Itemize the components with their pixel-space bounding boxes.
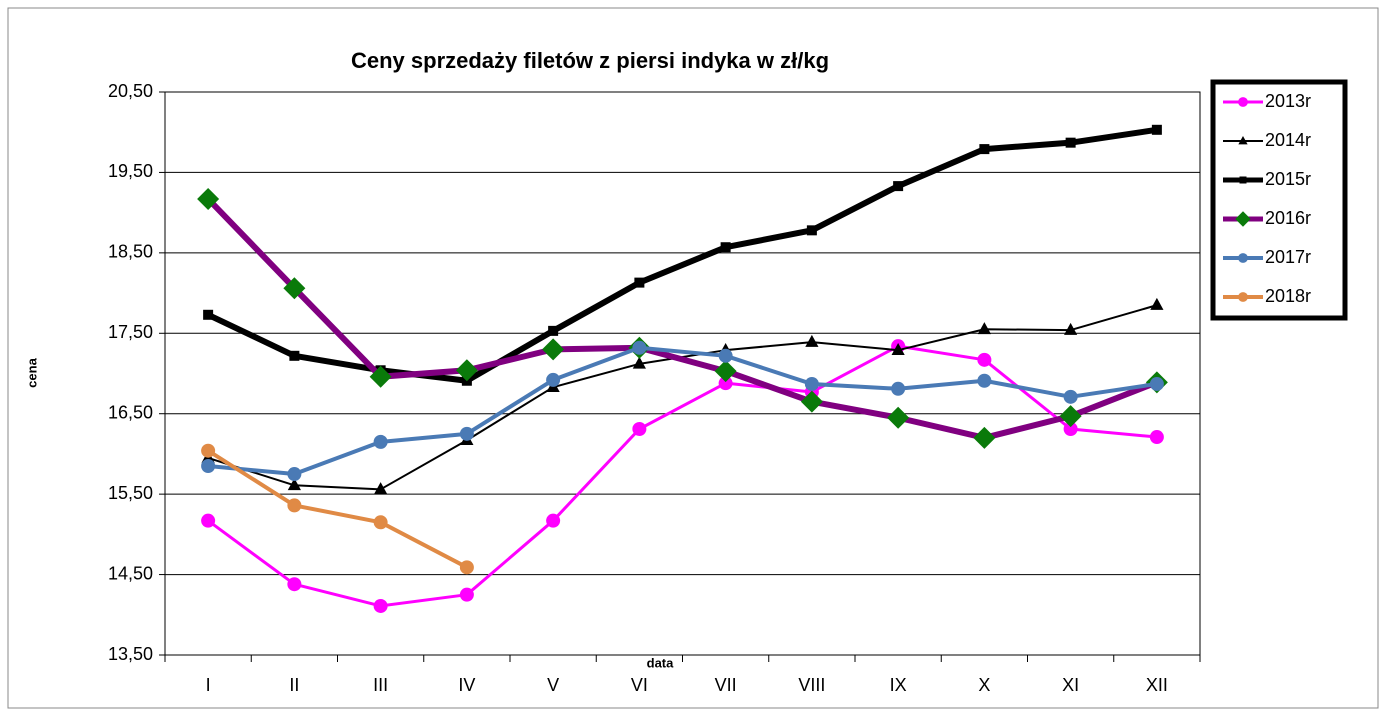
marker <box>718 348 733 363</box>
marker <box>546 372 561 387</box>
marker <box>546 513 561 528</box>
marker <box>459 426 474 441</box>
x-axis-title: data <box>647 655 675 670</box>
marker <box>805 334 819 347</box>
marker <box>289 350 300 361</box>
marker <box>287 478 301 491</box>
x-tick-label: VI <box>631 675 648 695</box>
series-line <box>207 344 1158 608</box>
marker <box>977 352 992 367</box>
x-tick-label: V <box>547 675 559 695</box>
y-tick-label: 20,50 <box>108 81 153 101</box>
marker <box>632 421 647 436</box>
marker <box>197 187 220 210</box>
marker <box>1238 97 1248 107</box>
marker <box>800 390 823 413</box>
marker <box>977 322 991 335</box>
marker <box>1238 253 1248 263</box>
marker <box>287 467 302 482</box>
series-line <box>207 345 1158 477</box>
marker <box>373 515 388 530</box>
y-tick-label: 18,50 <box>108 242 153 262</box>
marker <box>714 360 737 383</box>
marker <box>979 144 990 155</box>
marker <box>201 513 216 528</box>
marker <box>548 325 559 336</box>
x-tick-label: IX <box>890 675 907 695</box>
marker <box>804 376 819 391</box>
marker <box>1063 421 1078 436</box>
legend-label: 2014r <box>1265 130 1311 150</box>
y-axis-title: cena <box>24 357 39 387</box>
marker <box>201 458 216 473</box>
x-tick-label: VIII <box>798 675 825 695</box>
marker <box>542 338 565 361</box>
legend-label: 2013r <box>1265 91 1311 111</box>
marker <box>287 577 302 592</box>
marker <box>1239 176 1247 184</box>
marker <box>1065 137 1076 148</box>
marker <box>1150 297 1164 310</box>
x-tick-label: I <box>206 675 211 695</box>
marker <box>891 381 906 396</box>
marker <box>287 498 302 513</box>
y-tick-label: 15,50 <box>108 483 153 503</box>
marker <box>632 356 646 369</box>
marker <box>1238 292 1248 302</box>
marker <box>374 482 388 495</box>
legend-label: 2018r <box>1265 286 1311 306</box>
y-tick-label: 19,50 <box>108 161 153 181</box>
x-tick-label: XI <box>1062 675 1079 695</box>
marker <box>806 225 817 236</box>
marker <box>973 426 996 449</box>
series-line <box>205 196 1158 441</box>
marker <box>1238 135 1248 145</box>
y-tick-label: 17,50 <box>108 322 153 342</box>
marker <box>201 443 216 458</box>
x-tick-label: IV <box>458 675 475 695</box>
legend-label: 2015r <box>1265 169 1311 189</box>
marker <box>1149 376 1164 391</box>
marker <box>369 365 392 388</box>
marker <box>634 277 645 288</box>
marker <box>373 598 388 613</box>
marker <box>203 309 214 320</box>
y-tick-label: 16,50 <box>108 402 153 422</box>
marker <box>718 376 733 391</box>
marker <box>632 340 647 355</box>
marker <box>1151 124 1162 135</box>
x-tick-label: II <box>289 675 299 695</box>
y-tick-label: 13,50 <box>108 644 153 664</box>
marker <box>1149 430 1164 445</box>
series-line <box>206 126 1158 384</box>
marker <box>1059 405 1082 428</box>
marker <box>459 587 474 602</box>
marker <box>1235 211 1251 227</box>
series-line <box>207 449 468 570</box>
marker <box>1063 389 1078 404</box>
marker <box>893 181 904 192</box>
x-tick-label: VII <box>715 675 737 695</box>
marker <box>373 434 388 449</box>
x-tick-label: XII <box>1146 675 1168 695</box>
legend-label: 2016r <box>1265 208 1311 228</box>
marker <box>887 406 910 429</box>
legend-box <box>1210 79 1348 321</box>
marker <box>459 560 474 575</box>
chart-title: Ceny sprzedaży filetów z piersi indyka w… <box>351 48 829 73</box>
x-tick-label: X <box>978 675 990 695</box>
marker <box>283 277 306 300</box>
marker <box>1064 322 1078 335</box>
marker <box>891 342 905 355</box>
marker <box>455 359 478 382</box>
marker <box>720 242 731 253</box>
y-tick-label: 14,50 <box>108 563 153 583</box>
marker <box>977 373 992 388</box>
x-tick-label: III <box>373 675 388 695</box>
legend-label: 2017r <box>1265 247 1311 267</box>
chart-frame <box>7 7 1379 709</box>
